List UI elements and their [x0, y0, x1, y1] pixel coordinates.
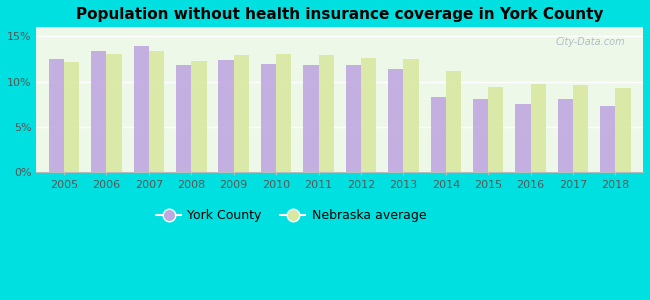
- Bar: [361, 58, 376, 172]
- Title: Population without health insurance coverage in York County: Population without health insurance cove…: [76, 7, 603, 22]
- Bar: [149, 51, 164, 172]
- Legend: York County, Nebraska average: York County, Nebraska average: [151, 204, 432, 227]
- Bar: [261, 64, 276, 172]
- Bar: [346, 65, 361, 172]
- Bar: [616, 88, 630, 172]
- Bar: [446, 71, 461, 172]
- Bar: [558, 99, 573, 172]
- Bar: [191, 61, 207, 172]
- Bar: [176, 65, 191, 172]
- Bar: [318, 56, 334, 172]
- Bar: [234, 56, 249, 172]
- Bar: [388, 69, 404, 172]
- Bar: [530, 84, 546, 172]
- Bar: [404, 59, 419, 172]
- Bar: [600, 106, 616, 172]
- Bar: [218, 60, 234, 172]
- Bar: [107, 55, 122, 172]
- Text: City-Data.com: City-Data.com: [555, 38, 625, 47]
- Bar: [515, 104, 530, 172]
- Bar: [304, 65, 318, 172]
- Bar: [488, 87, 504, 172]
- Bar: [91, 51, 107, 172]
- Bar: [134, 46, 149, 172]
- Bar: [430, 97, 446, 172]
- Bar: [49, 59, 64, 172]
- Bar: [573, 85, 588, 172]
- Bar: [276, 55, 291, 172]
- Bar: [473, 99, 488, 172]
- Bar: [64, 62, 79, 172]
